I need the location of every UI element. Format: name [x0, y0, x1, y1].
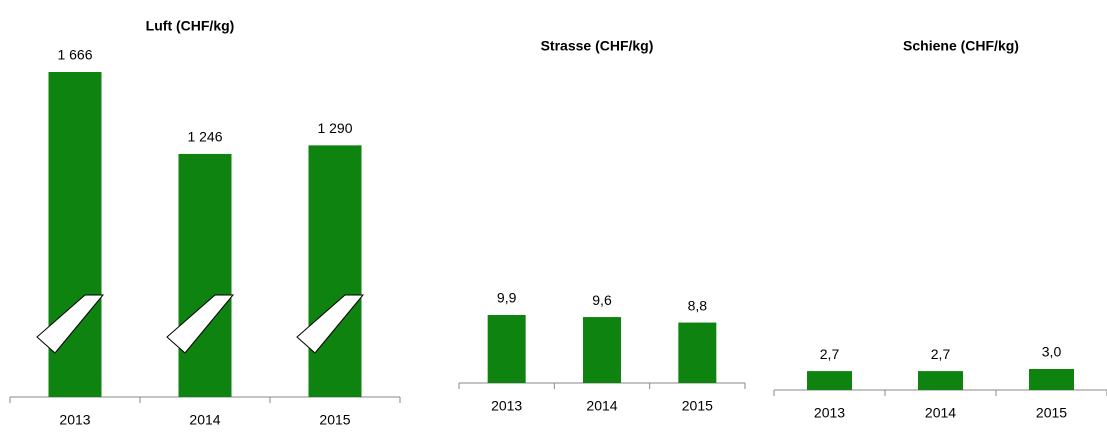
- data-label: 1 290: [317, 120, 352, 136]
- bar: [1029, 369, 1074, 390]
- data-label: 3,0: [1042, 344, 1062, 360]
- bar: [807, 371, 852, 390]
- data-label: 8,8: [688, 297, 708, 313]
- x-tick-label: 2013: [59, 412, 90, 428]
- bar: [178, 153, 232, 397]
- axis-break: [166, 294, 235, 354]
- x-tick-label: 2014: [189, 412, 220, 428]
- x-tick-label: 2013: [814, 405, 845, 421]
- chart-title: Schiene (CHF/kg): [903, 38, 1019, 54]
- data-label: 2,7: [820, 346, 840, 362]
- data-label: 1 246: [187, 129, 222, 145]
- bar: [487, 315, 526, 383]
- x-tick-label: 2014: [925, 405, 956, 421]
- data-label: 9,6: [592, 292, 612, 308]
- bar: [583, 317, 621, 383]
- data-label: 9,9: [497, 290, 517, 306]
- data-label: 1 666: [57, 47, 92, 63]
- x-tick-label: 2015: [682, 398, 713, 414]
- bar: [678, 322, 717, 383]
- axis-break: [36, 294, 105, 354]
- x-tick-label: 2013: [491, 398, 522, 414]
- chart-title: Luft (CHF/kg): [146, 18, 235, 34]
- chart-title: Strasse (CHF/kg): [541, 38, 654, 54]
- data-label: 2,7: [931, 346, 951, 362]
- x-tick-label: 2015: [319, 412, 350, 428]
- x-tick-label: 2014: [586, 398, 617, 414]
- x-tick-label: 2015: [1036, 405, 1067, 421]
- bar: [918, 371, 963, 390]
- axis-break: [296, 294, 365, 354]
- bar: [308, 145, 362, 397]
